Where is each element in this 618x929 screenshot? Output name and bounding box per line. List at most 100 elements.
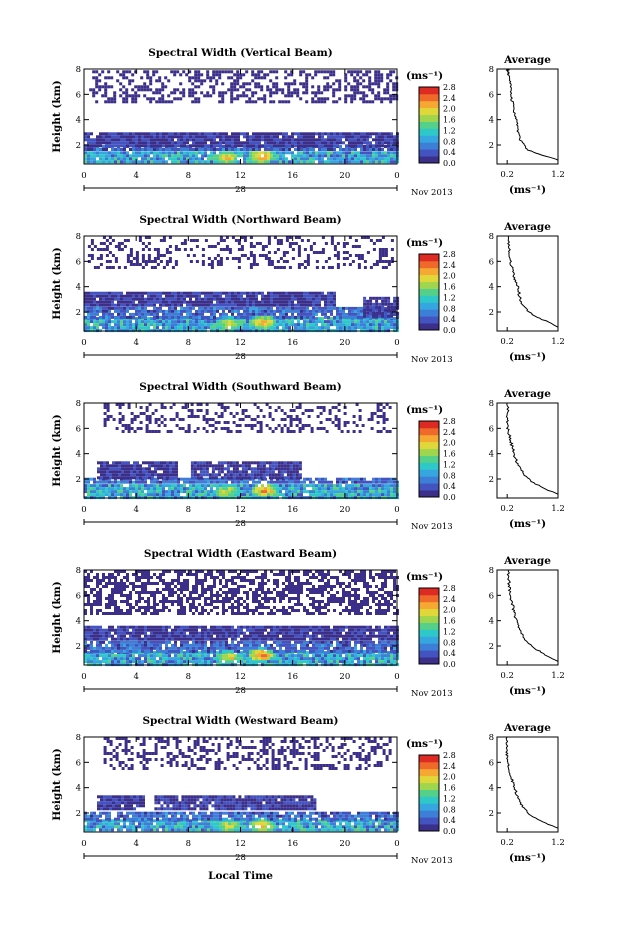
heatmap-cell [153,297,156,301]
heatmap-cell [288,148,291,151]
heatmap-cell [292,418,296,421]
heatmap-cell [165,132,168,136]
heatmap-cell [216,493,219,497]
heatmap-cell [120,320,123,324]
heatmap-cell [348,306,351,310]
heatmap-cell [147,260,151,263]
heatmap-cell [252,135,255,139]
heatmap-cell [264,132,267,136]
heatmap-cell [254,82,258,86]
heatmap-cell [258,135,261,139]
heatmap-cell [118,470,121,474]
heatmap-cell [126,303,129,307]
heatmap-cell [231,154,234,158]
heatmap-cell [229,461,233,465]
heatmap-cell [97,470,100,474]
heatmap-cell [360,320,363,324]
heatmap-cell [345,144,348,148]
heatmap-cell [250,467,254,471]
heatmap-cell [258,309,261,313]
heatmap-cell [262,461,266,465]
heatmap-cell [312,320,315,324]
heatmap-cell [213,132,216,136]
heatmap-cell [252,157,255,161]
heatmap-cell [105,151,108,155]
heatmap-cell [123,654,126,658]
heatmap-cell [171,320,174,324]
colorbar-tick-label: 2.8 [443,417,456,426]
heatmap-cell [300,151,303,155]
heatmap-cell [393,326,396,330]
heatmap-cell [354,144,357,148]
heatmap-cell [274,427,278,430]
heatmap-cell [282,312,285,316]
heatmap-cell [206,91,210,95]
heatmap-cell [291,138,294,142]
heatmap-cell [300,306,303,310]
heatmap-cell [222,493,225,497]
heatmap-cell [289,430,293,433]
heatmap-cell [360,493,363,497]
heatmap-cell [106,418,110,421]
heatmap-cell [312,135,315,139]
heatmap-cell [195,151,198,155]
heatmap-cell [309,132,312,136]
heatmap-cell [129,148,132,151]
avg-y-tick-label: 8 [489,65,494,75]
heatmap-cell [225,326,228,330]
x-tick-label: 12 [235,338,246,348]
heatmap-cell [135,490,138,494]
heatmap-cell [237,239,241,242]
heatmap-cell [292,473,296,477]
heatmap-cell [363,302,367,306]
heatmap-cell [192,320,195,324]
heatmap-cell [128,94,132,98]
x-tick-label: 16 [287,171,298,181]
heatmap-cell [165,160,168,164]
heatmap-cell [270,493,273,497]
heatmap-cell [369,308,373,312]
heatmap-cell [95,76,99,80]
heatmap-cell [331,421,335,424]
heatmap-cell [173,88,177,92]
heatmap-cell [291,297,294,301]
heatmap-cell [326,70,330,74]
heatmap-cell [291,306,294,310]
heatmap-cell [131,88,135,92]
heatmap-cell [249,148,252,151]
heatmap-cell [156,251,160,254]
heatmap-cell [93,312,96,316]
heatmap-cell [231,315,234,319]
heatmap-cell [156,660,159,664]
heatmap-cell [270,135,273,139]
x-tick-label: 4 [133,338,138,348]
heatmap-cell [135,144,138,148]
heatmap-cell [222,300,225,304]
heatmap-cell [103,467,106,471]
heatmap-cell [277,476,281,480]
heatmap-cell [231,480,234,484]
heatmap-cell [255,320,258,324]
heatmap-cell [342,157,345,161]
colorbar-swatch [419,156,439,164]
colorbar-swatch [419,267,439,276]
heatmap-cell [312,487,315,491]
heatmap-cell [336,493,339,497]
heatmap-cell [136,470,139,474]
heatmap-cell [303,135,306,139]
heatmap-cell [123,490,126,494]
heatmap-cell [216,484,219,488]
heatmap-cell [123,297,126,301]
heatmap-cell [87,309,90,313]
heatmap-cell [300,315,303,319]
heatmap-cell [357,326,360,330]
heatmap-cell [312,303,315,307]
chart-panel-3: Spectral Width (Southward Beam)8642Heigh… [51,381,565,532]
heatmap-cell [392,97,396,101]
heatmap-cell [363,311,367,315]
heatmap-cell [117,315,120,319]
heatmap-cell [309,477,312,481]
heatmap-cell [114,480,117,484]
heatmap-cell [223,467,227,471]
heatmap-cell [267,138,270,142]
